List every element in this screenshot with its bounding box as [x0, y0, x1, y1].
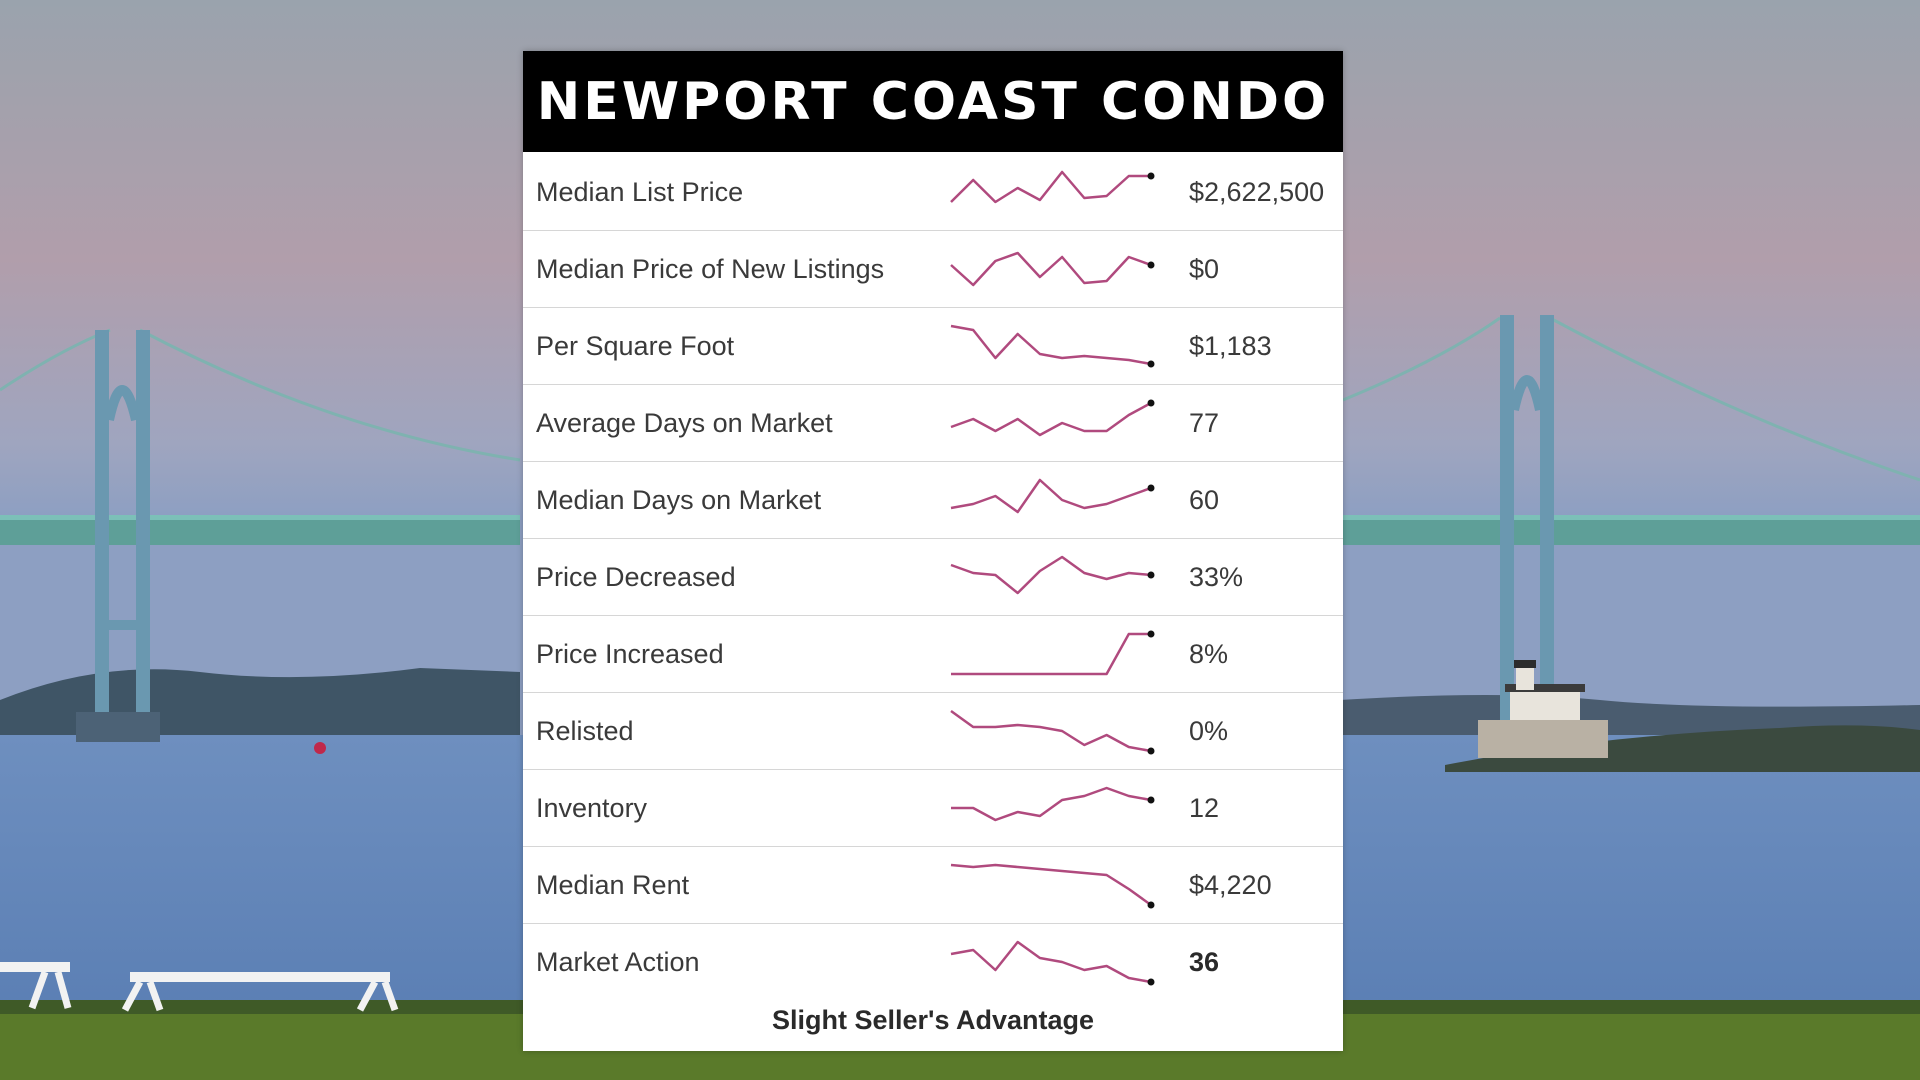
stat-label: Inventory	[536, 793, 648, 823]
stat-row: Average Days on Market 77	[523, 385, 1343, 462]
trend-sparkline	[950, 399, 1155, 437]
bridge-left-image	[0, 328, 521, 754]
trend-sparkline	[950, 324, 1155, 368]
stat-label: Median Days on Market	[536, 485, 822, 515]
sparkline-path	[951, 786, 1152, 822]
trend-sparkline	[950, 555, 1155, 595]
stat-row: Median List Price $2,622,500	[523, 154, 1343, 231]
stat-value: $0	[1189, 254, 1220, 284]
stat-row: Price Increased 8%	[523, 616, 1343, 693]
bridge-right-image	[1342, 315, 1920, 720]
stat-row: Inventory 12	[523, 770, 1343, 847]
trend-sparkline	[950, 863, 1155, 909]
stat-value: 0%	[1189, 716, 1229, 746]
stat-value: 36	[1189, 947, 1220, 977]
trend-sparkline	[951, 630, 1155, 676]
sparkline-endpoint	[1147, 747, 1155, 755]
stat-value: $1,183	[1189, 331, 1272, 361]
trend-sparkline	[951, 786, 1155, 822]
trend-sparkline	[950, 478, 1155, 514]
sparkline-endpoint	[1147, 901, 1155, 909]
stat-value: 33%	[1189, 562, 1244, 592]
market-status-label: Slight Seller's Advantage	[771, 1005, 1094, 1035]
stat-row: Market Action 36	[523, 924, 1343, 1000]
sparkline-endpoint	[1147, 399, 1155, 407]
sparkline-path	[950, 709, 1152, 753]
stat-label: Market Action	[536, 947, 700, 977]
sparkline-endpoint	[1147, 978, 1155, 986]
sparkline-path	[950, 940, 1152, 984]
lighthouse-image	[1445, 660, 1920, 772]
sparkline-endpoint	[1147, 630, 1155, 638]
stat-row: Per Square Foot $1,183	[523, 308, 1343, 385]
stat-label: Per Square Foot	[536, 331, 735, 361]
stat-row: Median Rent $4,220	[523, 847, 1343, 924]
market-stats-card: NEWPORT COAST CONDO Median List Price $2,…	[523, 51, 1343, 1051]
sparkline-path	[951, 632, 1151, 676]
stat-row: Relisted 0%	[523, 693, 1343, 770]
stat-value: 77	[1189, 408, 1220, 438]
stat-label: Relisted	[536, 716, 634, 746]
sparkline-endpoint	[1147, 571, 1155, 579]
sparkline-endpoint	[1147, 172, 1155, 180]
sparkline-endpoint	[1147, 360, 1155, 368]
stat-value: 8%	[1189, 639, 1229, 669]
stat-row: Median Days on Market 60	[523, 462, 1343, 539]
stat-value: $2,622,500	[1189, 177, 1325, 207]
stat-label: Average Days on Market	[536, 408, 833, 438]
sparkline-path	[950, 170, 1151, 204]
sparkline-endpoint	[1147, 796, 1155, 804]
pedestrian-barrier-image	[0, 962, 399, 1012]
stat-value: $4,220	[1189, 870, 1272, 900]
stat-row: Price Decreased 33%	[523, 539, 1343, 616]
trend-sparkline	[950, 170, 1155, 204]
stat-row: Median Price of New Listings $0	[523, 231, 1343, 308]
stat-value: 12	[1189, 793, 1220, 823]
trend-sparkline	[950, 709, 1155, 755]
stat-value: 60	[1189, 485, 1220, 515]
sparkline-path	[950, 251, 1152, 287]
stat-label: Median Rent	[536, 870, 690, 900]
sparkline-path	[950, 324, 1152, 366]
sparkline-path	[950, 555, 1152, 595]
card-title: NEWPORT COAST CONDO	[523, 51, 1343, 152]
stat-label: Median Price of New Listings	[536, 254, 885, 284]
stat-label: Median List Price	[536, 177, 744, 207]
stats-table: Median List Price $2,622,500 Median Price …	[523, 154, 1343, 1000]
stat-label: Price Increased	[536, 639, 724, 669]
sparkline-endpoint	[1147, 484, 1155, 492]
sparkline-path	[950, 478, 1152, 514]
stat-label: Price Decreased	[536, 562, 736, 592]
trend-sparkline	[950, 251, 1155, 287]
sparkline-path	[950, 401, 1152, 437]
trend-sparkline	[950, 940, 1155, 986]
sparkline-path	[950, 863, 1152, 907]
sparkline-endpoint	[1147, 261, 1155, 269]
